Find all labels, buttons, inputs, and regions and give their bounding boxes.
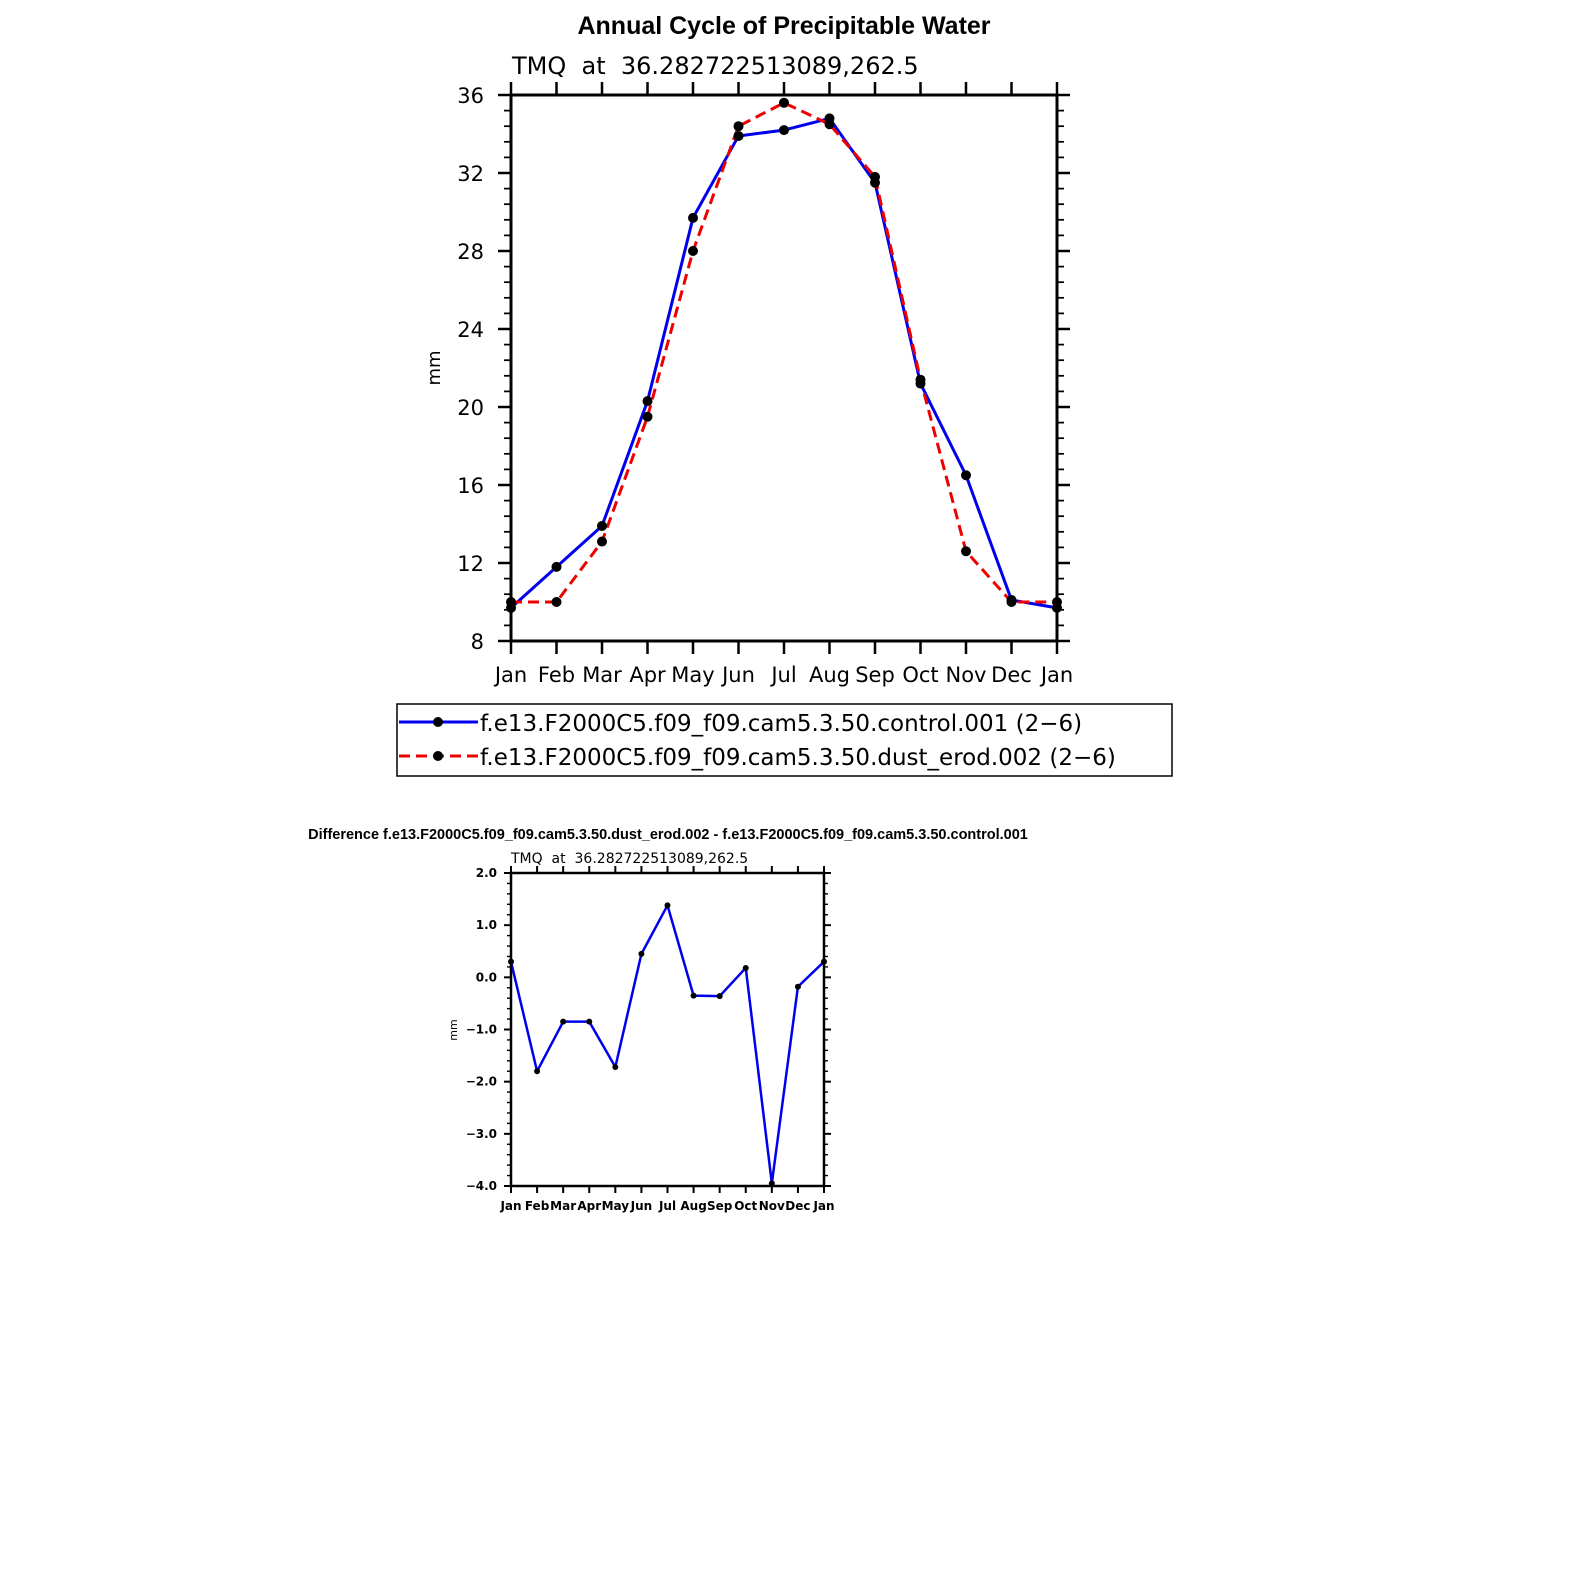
x-tick-label: Sep: [855, 663, 895, 687]
series-0-point: [664, 902, 671, 909]
x-tick-label: Jun: [720, 663, 755, 687]
series-0-point: [597, 520, 607, 531]
series-1-point: [915, 374, 926, 385]
x-tick-label: May: [602, 1199, 630, 1213]
legend-entry-control: f.e13.F2000C5.f09_f09.cam5.3.50.control.…: [399, 711, 1082, 737]
difference-chart: Difference f.e13.F2000C5.f09_f09.cam5.3.…: [308, 827, 1028, 1213]
series-1-point: [1006, 597, 1017, 607]
x-tick-label: Feb: [525, 1199, 550, 1213]
x-tick-label: Aug: [809, 663, 850, 687]
x-tick-label: Jan: [1039, 663, 1073, 687]
series-0-point: [742, 964, 749, 971]
chart1-tick-labels: Jan Feb Mar Apr May Jun Jul Aug Sep Oct Nov Dec Jan 8…: [457, 84, 1073, 687]
x-tick-label: Jul: [769, 663, 796, 687]
series-0-point: [961, 470, 971, 481]
legend-box: [396, 703, 1173, 777]
chart2-subtitle: TMQ at 36.282722513089,262.5: [510, 851, 748, 867]
series-0-point: [688, 212, 698, 223]
x-tick-label: Dec: [785, 1199, 810, 1213]
legend-label-dust: f.e13.F2000C5.f09_f09.cam5.3.50.dust_ero…: [480, 745, 1116, 771]
chart1-y-axis-label: mm: [424, 350, 445, 385]
x-tick-label: Jan: [499, 1199, 521, 1213]
series-1-point: [551, 597, 562, 607]
chart2-frame: [509, 871, 826, 1188]
x-tick-label: Dec: [991, 663, 1032, 687]
x-tick-label: Oct: [734, 1199, 757, 1213]
series-0-point: [534, 1068, 541, 1075]
x-tick-label: Jan: [493, 663, 527, 687]
chart1-series: [506, 97, 1062, 613]
legend-label-control: f.e13.F2000C5.f09_f09.cam5.3.50.control.…: [480, 711, 1082, 737]
chart1-subtitle: TMQ at 36.282722513089,262.5: [511, 52, 919, 80]
series-1-point: [597, 536, 607, 547]
y-tick-label: 32: [457, 162, 484, 186]
x-tick-label: Oct: [902, 663, 938, 687]
series-0-point: [551, 561, 562, 572]
y-tick-label: 0.0: [476, 970, 497, 984]
x-tick-label: Mar: [582, 663, 622, 687]
y-tick-label: 28: [457, 240, 484, 264]
chart2-ticks: [504, 866, 831, 1193]
y-tick-label: 24: [457, 318, 484, 342]
x-tick-label: Sep: [707, 1199, 733, 1213]
series-line-1: [511, 101, 1057, 604]
series-1-point: [733, 121, 744, 132]
series-0-point: [638, 950, 645, 957]
y-tick-label: 36: [457, 84, 484, 108]
y-tick-label: 16: [457, 474, 484, 498]
series-1-point: [779, 97, 789, 108]
series-0-point: [612, 1064, 619, 1071]
series-0-point: [716, 993, 723, 1000]
series-1-point: [824, 119, 835, 130]
x-tick-label: Mar: [550, 1199, 576, 1213]
y-tick-label: −3.0: [466, 1127, 497, 1141]
y-tick-label: 1.0: [476, 918, 497, 932]
legend-marker-control: [433, 717, 443, 727]
y-tick-label: 2.0: [476, 866, 497, 880]
series-0-point: [794, 983, 801, 990]
chart2-title: Difference f.e13.F2000C5.f09_f09.cam5.3.…: [308, 827, 1028, 843]
y-tick-label: −1.0: [466, 1023, 497, 1037]
x-tick-label: Feb: [538, 663, 575, 687]
x-tick-label: Jun: [630, 1199, 653, 1213]
series-1-point: [961, 546, 971, 557]
chart1-title: Annual Cycle of Precipitable Water: [577, 12, 990, 40]
series-1-point: [688, 246, 698, 256]
x-tick-label: Jul: [658, 1199, 676, 1213]
chart2-series: [508, 902, 827, 1187]
series-line-0: [509, 116, 1058, 610]
series-0-point: [690, 992, 697, 999]
legend-marker-dust: [433, 751, 443, 761]
x-tick-label: Jan: [812, 1199, 834, 1213]
y-tick-label: −4.0: [466, 1179, 497, 1193]
x-tick-label: Apr: [629, 663, 666, 687]
series-line-0: [509, 904, 825, 1185]
chart2-y-axis-label: mm: [447, 1019, 460, 1040]
x-tick-label: Nov: [946, 663, 987, 687]
x-tick-label: Apr: [577, 1199, 601, 1213]
x-tick-label: May: [671, 663, 714, 687]
chart2-tick-labels: Jan Feb Mar Apr May Jun Jul Aug Sep Oct Nov Dec Jan−…: [466, 866, 835, 1213]
series-0-point: [779, 125, 789, 136]
series-0-point: [560, 1018, 567, 1025]
y-tick-label: 20: [457, 396, 484, 420]
series-0-point: [733, 130, 744, 141]
chart1-frame: [509, 93, 1059, 643]
chart1-legend: f.e13.F2000C5.f09_f09.cam5.3.50.control.…: [396, 703, 1173, 777]
series-1-point: [642, 411, 653, 422]
x-tick-label: Nov: [759, 1199, 785, 1213]
x-tick-label: Aug: [680, 1199, 706, 1213]
y-tick-label: 12: [457, 552, 484, 576]
annual-cycle-chart: Annual Cycle of Precipitable Water TMQ a…: [396, 12, 1173, 777]
y-tick-label: 8: [471, 630, 484, 654]
y-tick-label: −2.0: [466, 1075, 497, 1089]
series-0-point: [586, 1018, 593, 1025]
legend-entry-dust: f.e13.F2000C5.f09_f09.cam5.3.50.dust_ero…: [399, 745, 1116, 771]
series-0-point: [642, 396, 653, 407]
series-1-point: [870, 171, 880, 182]
